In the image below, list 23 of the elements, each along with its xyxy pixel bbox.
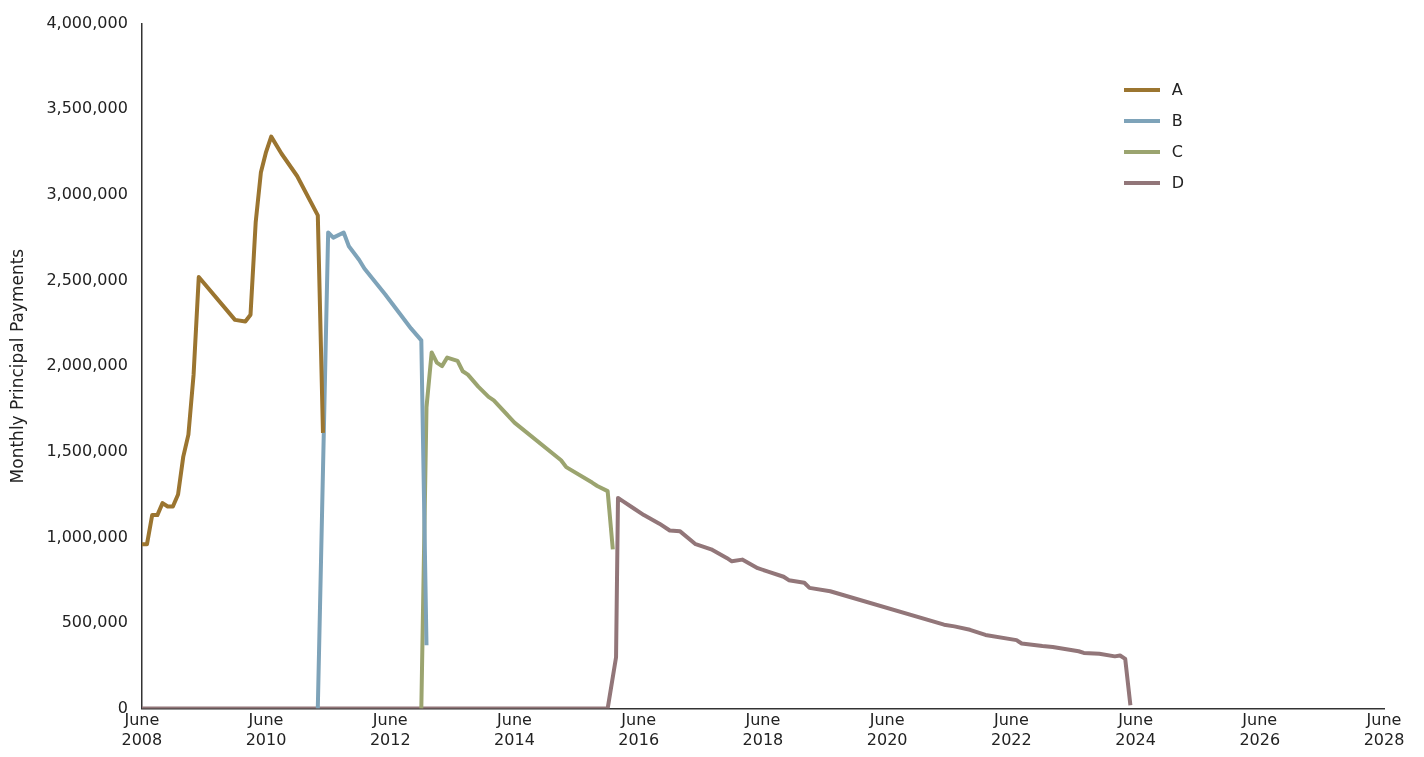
y-tick-label: 1,000,000 bbox=[46, 526, 128, 546]
x-tick-label: June 2016 bbox=[618, 710, 660, 749]
x-tick-label: June 2018 bbox=[742, 710, 784, 749]
legend-label: C bbox=[1171, 142, 1183, 161]
y-axis-title: Monthly Principal Payments bbox=[6, 248, 27, 484]
legend-label: D bbox=[1171, 173, 1184, 192]
y-tick-label: 1,500,000 bbox=[46, 440, 128, 460]
x-tick-label: June 2022 bbox=[990, 710, 1032, 749]
x-tick-label: June 2012 bbox=[369, 710, 411, 749]
x-tick-label: June 2010 bbox=[245, 710, 287, 749]
y-tick-label: 2,500,000 bbox=[46, 269, 128, 289]
x-tick-label: June 2024 bbox=[1115, 710, 1156, 749]
y-tick-label: 4,000,000 bbox=[46, 12, 128, 32]
y-tick-label: 3,000,000 bbox=[46, 184, 128, 204]
y-tick-label: 3,500,000 bbox=[46, 98, 128, 118]
x-tick-label: June 2028 bbox=[1363, 710, 1405, 749]
legend-label: A bbox=[1171, 80, 1183, 99]
x-tick-label: June 2026 bbox=[1239, 710, 1281, 749]
x-tick-label: June 2014 bbox=[494, 710, 535, 749]
x-tick-label: June 2020 bbox=[866, 710, 908, 749]
y-tick-label: 2,000,000 bbox=[46, 355, 128, 375]
y-tick-label: 500,000 bbox=[61, 612, 128, 632]
legend-label: B bbox=[1171, 111, 1183, 130]
